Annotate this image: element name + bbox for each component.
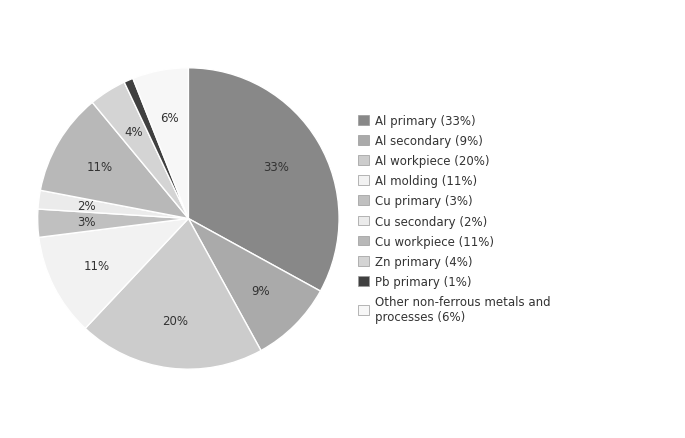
Text: 33%: 33% <box>264 160 290 173</box>
Wedge shape <box>39 219 188 328</box>
Wedge shape <box>188 69 339 291</box>
Wedge shape <box>133 69 188 219</box>
Text: 11%: 11% <box>84 259 110 272</box>
Text: 11%: 11% <box>87 160 113 173</box>
Legend: Al primary (33%), Al secondary (9%), Al workpiece (20%), Al molding (11%), Cu pr: Al primary (33%), Al secondary (9%), Al … <box>353 110 556 328</box>
Wedge shape <box>92 83 188 219</box>
Wedge shape <box>188 219 321 351</box>
Wedge shape <box>38 191 188 219</box>
Wedge shape <box>38 209 188 238</box>
Wedge shape <box>85 219 261 369</box>
Wedge shape <box>40 103 188 219</box>
Wedge shape <box>124 79 188 219</box>
Text: 20%: 20% <box>162 314 188 327</box>
Text: 9%: 9% <box>251 285 270 298</box>
Text: 6%: 6% <box>160 112 179 125</box>
Text: 4%: 4% <box>124 126 142 139</box>
Text: 3%: 3% <box>77 216 95 229</box>
Text: 2%: 2% <box>77 200 96 213</box>
